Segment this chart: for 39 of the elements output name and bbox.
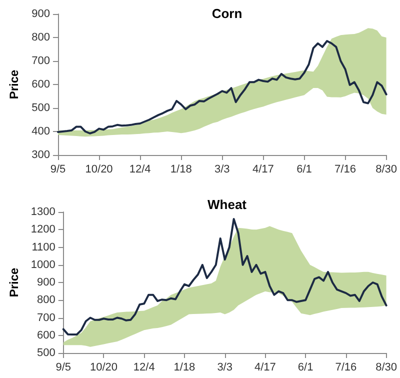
x-tick-label: 10/20 xyxy=(85,164,113,176)
y-tick-label: 700 xyxy=(32,55,50,67)
x-tick-label: 10/20 xyxy=(90,362,118,374)
y-tick-label: 500 xyxy=(37,347,56,359)
x-tick-label: 9/5 xyxy=(56,362,72,374)
y-tick-label: 1000 xyxy=(30,258,56,271)
x-tick-label: 4/17 xyxy=(252,164,274,176)
x-tick-label: 3/3 xyxy=(214,164,230,176)
x-tick-label: 1/18 xyxy=(170,164,192,176)
y-tick-label: 600 xyxy=(37,329,56,342)
x-tick-label: 8/30 xyxy=(376,164,398,176)
y-tick-label: 1200 xyxy=(30,224,56,236)
chart-title: Wheat xyxy=(208,197,248,212)
x-tick-label: 7/16 xyxy=(335,362,357,374)
y-tick-label: 900 xyxy=(37,276,56,288)
x-tick-label: 1/18 xyxy=(174,362,196,374)
x-tick-label: 4/17 xyxy=(254,362,276,374)
x-tick-label: 9/5 xyxy=(50,164,66,176)
x-tick-label: 12/4 xyxy=(129,164,151,176)
x-tick-label: 12/4 xyxy=(133,362,155,374)
y-tick-label: 800 xyxy=(32,32,50,44)
x-tick-label: 8/30 xyxy=(376,362,398,374)
line-series xyxy=(62,218,388,336)
y-tick-label: 300 xyxy=(32,149,50,161)
y-tick-label: 800 xyxy=(37,294,56,306)
x-tick-label: 7/16 xyxy=(334,164,356,176)
x-tick-label: 3/3 xyxy=(217,362,232,374)
y-tick-label: 400 xyxy=(32,126,50,138)
y-axis-title: Price xyxy=(7,70,21,100)
x-tick-label: 6/1 xyxy=(298,362,314,374)
x-tick-label: 6/1 xyxy=(296,164,312,176)
chart-title: Corn xyxy=(212,6,242,21)
y-tick-label: 700 xyxy=(37,312,56,324)
y-tick-label: 1100 xyxy=(32,241,56,254)
y-tick-label: 600 xyxy=(32,78,50,90)
y-tick-label: 1300 xyxy=(30,206,56,218)
y-axis-title: Price xyxy=(7,268,21,298)
y-tick-label: 900 xyxy=(32,8,50,20)
y-tick-label: 500 xyxy=(32,102,50,114)
